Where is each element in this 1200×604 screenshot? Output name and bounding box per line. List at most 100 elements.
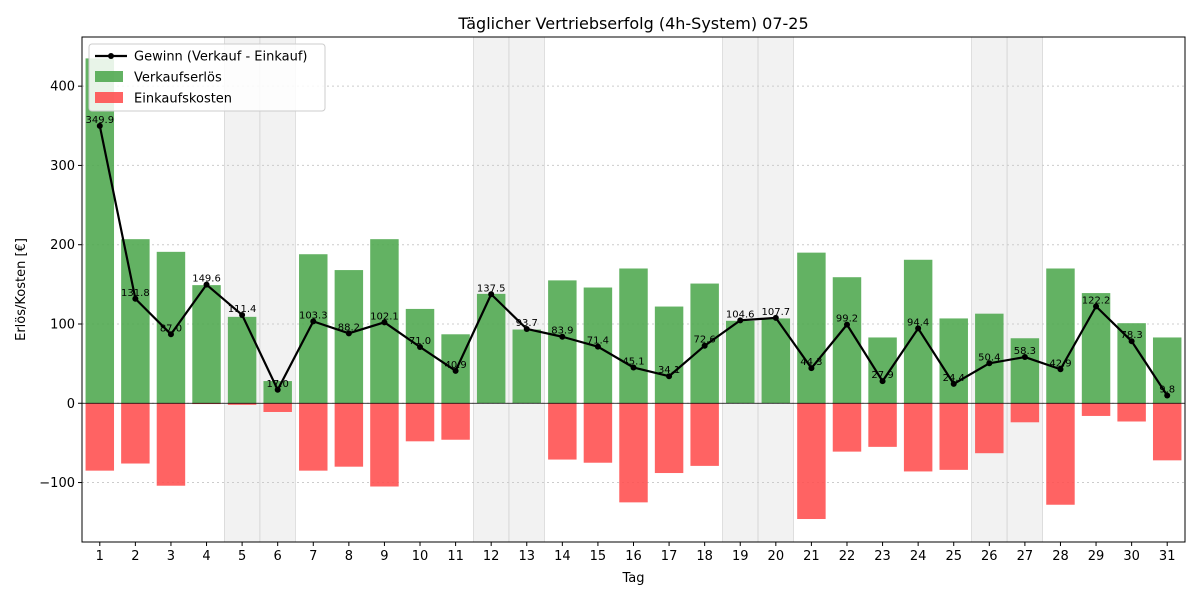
bar-cost-29 xyxy=(1081,403,1111,416)
weekend-shade-19 xyxy=(722,36,759,543)
bar-cost-5 xyxy=(227,403,257,405)
bar-cost-21 xyxy=(797,403,826,520)
x-tick-label-10: 10 xyxy=(412,549,429,564)
x-tick-label-18: 18 xyxy=(696,549,713,564)
weekend-shade-13 xyxy=(508,36,545,543)
data-label-6: 17.0 xyxy=(267,379,289,390)
profit-point-12 xyxy=(488,291,495,298)
bar-revenue-7 xyxy=(299,254,328,404)
bar-cost-11 xyxy=(441,403,470,440)
data-label-27: 58.3 xyxy=(1014,346,1036,357)
profit-point-3 xyxy=(167,331,174,338)
bar-revenue-16 xyxy=(619,268,648,404)
legend-frame xyxy=(88,43,326,112)
profit-point-24 xyxy=(915,325,922,332)
x-tick-label-17: 17 xyxy=(661,549,678,564)
x-tick-label-23: 23 xyxy=(874,549,891,564)
data-label-12: 137.5 xyxy=(477,283,506,294)
x-tick-label-2: 2 xyxy=(131,549,139,564)
bar-revenue-13 xyxy=(512,329,541,404)
data-label-14: 83.9 xyxy=(551,326,573,337)
x-tick-label-6: 6 xyxy=(274,549,282,564)
bar-cost-2 xyxy=(121,403,150,464)
profit-point-13 xyxy=(523,325,530,332)
data-label-3: 87.0 xyxy=(160,323,182,334)
bar-revenue-19 xyxy=(726,320,755,404)
data-label-29: 122.2 xyxy=(1082,295,1111,306)
bar-cost-10 xyxy=(405,403,435,442)
bars xyxy=(85,58,1182,520)
profit-point-27 xyxy=(1021,354,1028,361)
bar-cost-6 xyxy=(263,403,292,412)
data-label-24: 94.4 xyxy=(907,317,929,328)
bar-cost-9 xyxy=(370,403,399,487)
bar-revenue-17 xyxy=(654,306,684,404)
profit-point-2 xyxy=(132,295,139,302)
data-label-31: 9.8 xyxy=(1159,384,1175,395)
bar-cost-1 xyxy=(85,403,115,471)
profit-point-20 xyxy=(772,314,779,321)
y-tick-label-100: 100 xyxy=(50,317,75,332)
profit-point-17 xyxy=(666,373,673,380)
bar-revenue-31 xyxy=(1152,337,1182,404)
x-tick-label-12: 12 xyxy=(483,549,500,564)
bar-revenue-28 xyxy=(1046,268,1075,404)
profit-point-8 xyxy=(345,330,352,337)
x-tick-label-3: 3 xyxy=(167,549,175,564)
bar-revenue-1 xyxy=(85,58,115,404)
y-tick-label-300: 300 xyxy=(50,159,75,174)
x-tick-label-20: 20 xyxy=(768,549,785,564)
bar-revenue-12 xyxy=(476,293,506,404)
bar-revenue-2 xyxy=(121,239,150,404)
legend-label-revenue: Verkaufserlös xyxy=(134,71,222,86)
legend-line-marker xyxy=(108,53,114,59)
bar-revenue-27 xyxy=(1010,338,1040,404)
profit-point-21 xyxy=(808,365,815,372)
data-label-5: 111.4 xyxy=(228,304,257,315)
bar-cost-3 xyxy=(156,403,186,486)
bar-cost-22 xyxy=(832,403,862,452)
bar-cost-15 xyxy=(583,403,613,463)
x-tick-label-25: 25 xyxy=(945,549,962,564)
x-tick-label-11: 11 xyxy=(447,549,464,564)
bar-revenue-10 xyxy=(405,308,435,404)
x-tick-label-13: 13 xyxy=(518,549,535,564)
x-axis-ticks: 1 2 3 4 5 6 7 8 9 10 11 12 13 14 15 16 17 18 19 20 21 22 23 24 2… xyxy=(96,542,1176,564)
bar-revenue-26 xyxy=(975,313,1004,404)
bar-revenue-4 xyxy=(192,285,221,404)
profit-point-18 xyxy=(701,342,708,349)
bar-cost-25 xyxy=(939,403,968,470)
x-tick-label-5: 5 xyxy=(238,549,246,564)
legend-swatch-cost xyxy=(95,92,123,103)
x-tick-label-31: 31 xyxy=(1159,549,1176,564)
x-tick-label-7: 7 xyxy=(309,549,317,564)
y-tick-label-400: 400 xyxy=(50,80,75,95)
data-label-26: 50.4 xyxy=(978,352,1000,363)
profit-point-6 xyxy=(274,386,281,393)
x-tick-label-29: 29 xyxy=(1088,549,1105,564)
x-tick-label-19: 19 xyxy=(732,549,749,564)
legend-label-profit: Gewinn (Verkauf - Einkauf) xyxy=(134,50,307,65)
data-label-10: 71.0 xyxy=(409,336,431,347)
data-label-13: 93.7 xyxy=(516,318,538,329)
data-label-28: 42.9 xyxy=(1049,358,1071,369)
bar-cost-16 xyxy=(619,403,648,503)
data-label-25: 24.4 xyxy=(943,373,965,384)
data-label-20: 107.7 xyxy=(762,307,791,318)
data-labels: 349.9 131.8 87.0 149.6 111.4 17.0 103.3 88.2 102… xyxy=(85,115,1175,396)
profit-point-26 xyxy=(986,360,993,367)
data-label-22: 99.2 xyxy=(836,314,858,325)
legend: Gewinn (Verkauf - Einkauf) Verkaufserlös… xyxy=(88,43,326,112)
data-label-1: 349.9 xyxy=(85,115,114,126)
bar-cost-23 xyxy=(868,403,897,447)
x-tick-label-30: 30 xyxy=(1123,549,1140,564)
x-tick-label-8: 8 xyxy=(345,549,353,564)
bar-cost-26 xyxy=(975,403,1004,454)
data-label-21: 44.3 xyxy=(800,357,822,368)
data-label-19: 104.6 xyxy=(726,309,755,320)
weekend-shade-6 xyxy=(259,36,296,543)
y-tick-label-200: 200 xyxy=(50,238,75,253)
bar-cost-7 xyxy=(299,403,328,471)
x-axis-label: Tag xyxy=(621,571,644,586)
